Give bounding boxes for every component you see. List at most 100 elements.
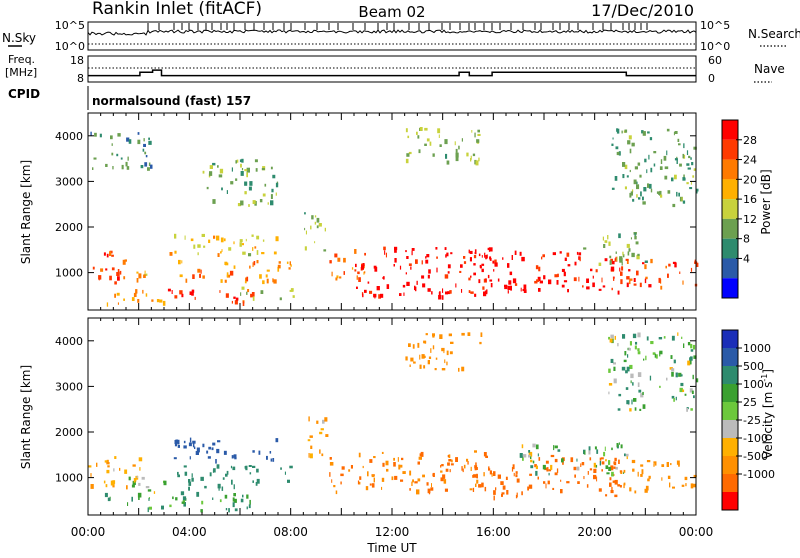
range-gate-cell (117, 269, 120, 273)
range-gate-cell (626, 276, 630, 280)
range-gate-cell (408, 343, 411, 347)
range-gate-cell (138, 497, 140, 500)
range-gate-cell (683, 343, 685, 348)
range-gate-cell (668, 263, 671, 267)
range-gate-cell (552, 252, 556, 256)
range-gate-cell (261, 168, 265, 171)
range-gate-cell (278, 261, 281, 264)
range-gate-cell (554, 445, 558, 449)
range-gate-cell (355, 263, 357, 268)
range-gate-cell (474, 159, 477, 165)
range-gate-cell (143, 138, 145, 142)
range-gate-cell (468, 290, 471, 293)
range-gate-cell (653, 463, 655, 467)
range-gate-cell (480, 332, 483, 337)
range-gate-cell (484, 252, 486, 258)
range-gate-cell (284, 471, 286, 475)
range-gate-cell (135, 479, 137, 482)
range-gate-cell (266, 269, 270, 272)
range-gate-cell (489, 256, 492, 260)
range-gate-cell (624, 186, 627, 190)
range-gate-cell (506, 490, 509, 495)
range-gate-cell (381, 451, 384, 454)
range-gate-cell (543, 275, 546, 280)
range-gate-cell (401, 457, 404, 461)
range-gate-cell (534, 464, 537, 468)
range-gate-cell (607, 235, 609, 240)
range-gate-cell (143, 274, 146, 278)
range-gate-cell (416, 489, 420, 495)
range-gate-cell (437, 128, 441, 134)
range-gate-cell (251, 292, 255, 297)
range-gate-cell (528, 450, 531, 453)
range-gate-cell (240, 171, 244, 176)
range-gate-cell (367, 471, 369, 477)
x-axis-label: Time UT (366, 541, 417, 554)
range-gate-cell (96, 462, 98, 467)
range-gate-cell (627, 251, 630, 256)
range-gate-cell (116, 153, 119, 157)
range-gate-cell (659, 166, 663, 170)
range-gate-cell (350, 465, 353, 469)
range-gate-cell (343, 271, 345, 275)
range-gate-cell (640, 464, 644, 467)
range-gate-cell (634, 235, 637, 240)
range-gate-cell (358, 452, 361, 458)
range-gate-cell (541, 256, 543, 260)
range-gate-cell (232, 466, 236, 471)
range-gate-cell (252, 262, 254, 267)
range-gate-cell (449, 351, 453, 355)
range-gate-cell (507, 285, 511, 290)
range-gate-cell (625, 453, 629, 457)
range-gate-cell (628, 280, 631, 285)
range-gate-cell (215, 459, 217, 464)
range-gate-cell (560, 489, 563, 494)
range-gate-cell (124, 259, 127, 262)
range-gate-cell (216, 235, 220, 241)
range-gate-cell (683, 143, 685, 149)
range-gate-cell (626, 400, 630, 405)
range-gate-cell (482, 286, 485, 290)
colorbar-tick-label: -1000 (743, 468, 775, 481)
range-gate-cell (666, 377, 668, 381)
range-gate-cell (687, 342, 691, 346)
range-gate-cell (183, 465, 187, 468)
range-gate-cell (611, 143, 614, 146)
range-gate-cell (620, 471, 623, 474)
range-gate-cell (114, 281, 117, 285)
range-gate-cell (126, 166, 130, 170)
range-gate-cell (537, 276, 541, 282)
colorbar-tick-label: 25 (743, 396, 757, 409)
range-gate-cell (516, 478, 520, 483)
range-gate-cell (586, 278, 589, 283)
range-gate-cell (442, 288, 444, 293)
range-gate-cell (659, 351, 661, 357)
range-gate-cell (304, 246, 307, 251)
range-gate-cell (601, 277, 603, 283)
range-gate-cell (523, 284, 527, 289)
range-gate-cell (320, 428, 324, 431)
range-gate-cell (252, 200, 256, 204)
range-gate-cell (369, 459, 373, 463)
range-gate-cell (163, 480, 167, 486)
range-gate-cell (636, 184, 640, 190)
range-gate-cell (621, 366, 626, 371)
range-gate-cell (661, 464, 665, 467)
range-gate-cell (314, 241, 316, 244)
range-gate-cell (250, 293, 253, 298)
range-gate-cell (119, 270, 122, 275)
range-gate-cell (256, 478, 260, 484)
range-gate-cell (693, 395, 695, 399)
range-gate-cell (223, 450, 227, 455)
range-gate-cell (466, 152, 469, 157)
range-gate-cell (492, 260, 495, 264)
range-gate-cell (435, 357, 438, 360)
range-gate-cell (673, 398, 675, 402)
range-gate-cell (309, 453, 313, 459)
range-gate-cell (573, 277, 577, 282)
range-gate-cell (564, 257, 567, 261)
range-gate-cell (288, 267, 291, 270)
range-gate-cell (192, 274, 195, 279)
colorbar-swatch (722, 159, 738, 180)
colorbar-swatch (722, 366, 738, 384)
